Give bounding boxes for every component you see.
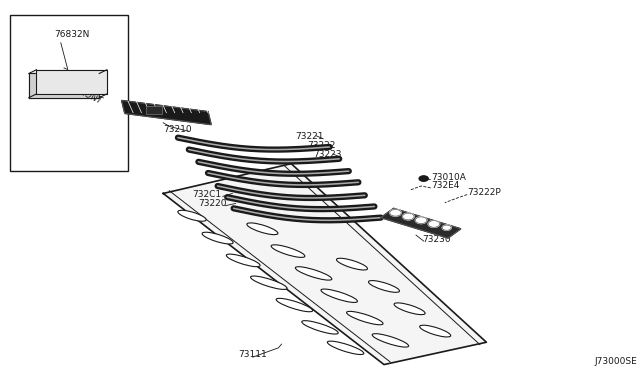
Text: J73000SE: J73000SE [594, 357, 637, 366]
Ellipse shape [327, 341, 364, 355]
Ellipse shape [178, 210, 206, 221]
Circle shape [419, 176, 428, 181]
Ellipse shape [247, 223, 278, 235]
Polygon shape [163, 164, 486, 365]
Text: 76832N: 76832N [54, 30, 90, 39]
Ellipse shape [337, 258, 367, 270]
Text: 73111: 73111 [239, 350, 267, 359]
Circle shape [403, 213, 414, 220]
Ellipse shape [394, 303, 425, 315]
Text: 73210: 73210 [163, 125, 192, 134]
Circle shape [390, 209, 401, 216]
Ellipse shape [301, 321, 339, 334]
Ellipse shape [295, 267, 332, 280]
Text: 732E4: 732E4 [431, 182, 459, 190]
Text: 73230: 73230 [422, 235, 451, 244]
Circle shape [442, 225, 451, 230]
Polygon shape [29, 74, 99, 97]
Circle shape [428, 221, 440, 227]
Ellipse shape [276, 298, 313, 312]
Ellipse shape [372, 334, 409, 347]
Ellipse shape [250, 276, 287, 289]
Ellipse shape [271, 245, 305, 257]
Text: 73220: 73220 [198, 199, 227, 208]
Circle shape [415, 217, 427, 224]
Ellipse shape [202, 232, 233, 244]
Bar [10, 15, 128, 171]
Text: 73222P: 73222P [467, 188, 501, 197]
Polygon shape [381, 208, 461, 238]
Ellipse shape [227, 254, 260, 267]
Text: FRONT: FRONT [74, 86, 104, 106]
FancyBboxPatch shape [146, 106, 162, 114]
Text: 73010A: 73010A [431, 173, 465, 182]
Ellipse shape [369, 280, 399, 292]
Text: 73222: 73222 [307, 141, 335, 150]
Text: 732C1: 732C1 [192, 190, 221, 199]
Text: 73221: 73221 [296, 132, 324, 141]
Text: 73223: 73223 [314, 150, 342, 159]
Ellipse shape [321, 289, 358, 302]
Ellipse shape [420, 325, 451, 337]
Polygon shape [122, 100, 211, 125]
Ellipse shape [346, 311, 383, 325]
Polygon shape [36, 70, 107, 94]
